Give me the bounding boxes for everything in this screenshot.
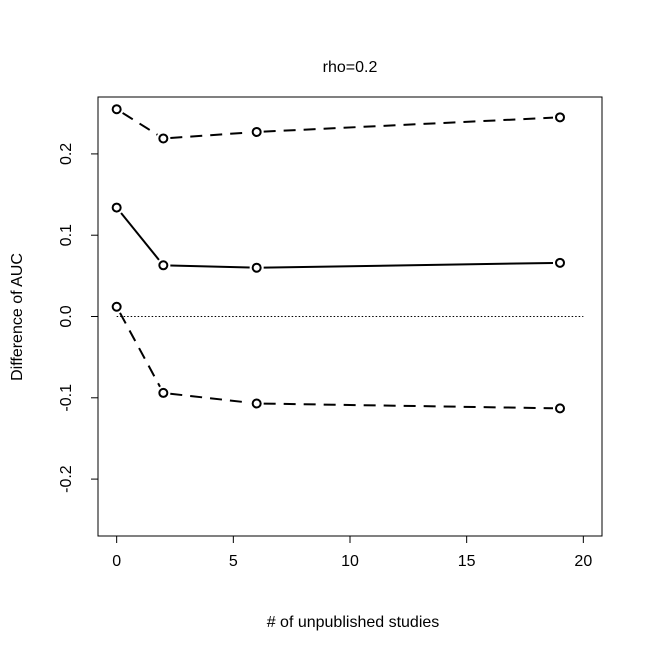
plot-marks [111,104,584,414]
x-tick-label: 20 [574,553,592,570]
series-1-point [251,262,262,273]
series-2-point [555,403,565,414]
series-0-segment [263,116,554,133]
y-tick-label: 0.0 [58,305,75,327]
series-2-segment [263,402,554,410]
series-0-segment [170,131,250,139]
series-1-segment [170,264,250,269]
y-axis-label: Difference of AUC [9,253,26,381]
series-1-segment [120,212,160,261]
y-tick-label: -0.2 [58,465,75,493]
series-0-point [158,133,169,144]
series-2-point [158,387,169,398]
series-0-point [111,104,122,115]
series-0-point [555,112,565,123]
series-2-point [111,301,122,312]
x-tick-label: 0 [112,553,121,570]
series-2-segment [119,312,161,388]
y-axis: -0.2 -0.1 0.0 0.1 0.2 [58,143,99,493]
y-tick-label: -0.1 [58,384,75,412]
x-axis: 0 5 10 15 20 [112,535,592,570]
x-tick-label: 10 [341,553,359,570]
series-1-point [555,257,565,268]
series-0-segment [122,112,158,136]
x-tick-label: 15 [458,553,476,570]
y-tick-label: 0.2 [58,143,75,165]
series-1-segment [263,261,554,269]
series-2-segment [170,392,250,404]
series-1-point [111,202,122,213]
y-tick-label: 0.1 [58,224,75,246]
series-0-point [251,126,262,137]
chart-title: rho=0.2 [323,59,378,76]
x-axis-label: # of unpublished studies [267,614,440,631]
series-1-point [158,260,169,271]
series-2-point [251,398,262,409]
x-tick-label: 5 [229,553,238,570]
